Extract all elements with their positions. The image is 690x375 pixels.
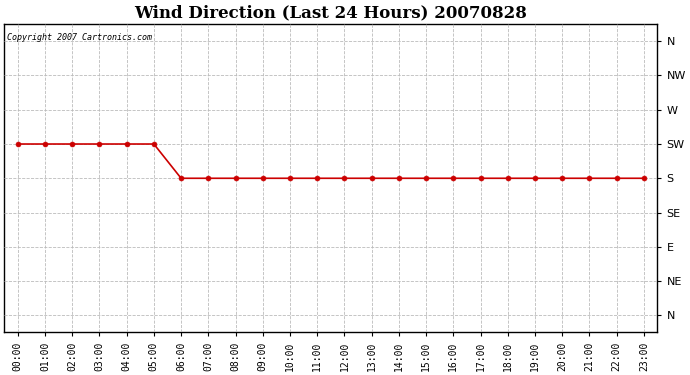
Text: Copyright 2007 Cartronics.com: Copyright 2007 Cartronics.com — [8, 33, 152, 42]
Title: Wind Direction (Last 24 Hours) 20070828: Wind Direction (Last 24 Hours) 20070828 — [135, 4, 527, 21]
